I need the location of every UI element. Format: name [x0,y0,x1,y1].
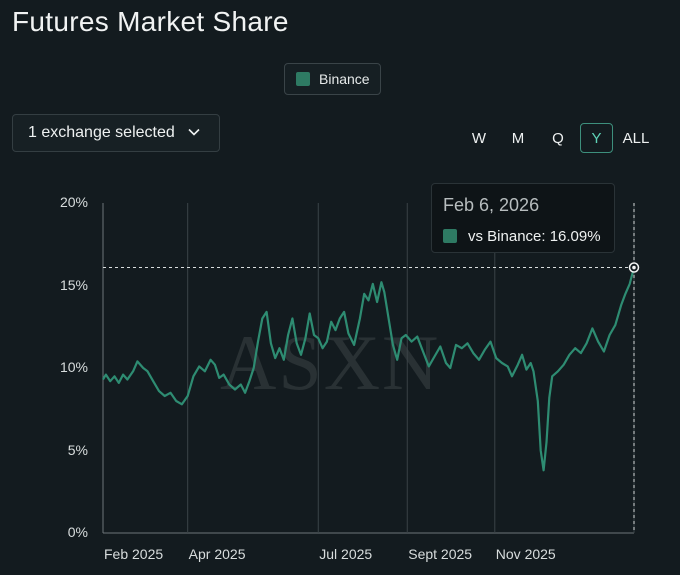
chart-tooltip: Feb 6, 2026 vs Binance: 16.09% [431,183,615,253]
y-tick-label: 0% [67,524,88,540]
tooltip-swatch [443,229,457,243]
chart-title: Futures Market Share [12,6,289,37]
series-line-binance [102,267,636,472]
range-button-q[interactable]: Q [552,129,564,147]
x-tick-label: Jul 2025 [319,546,373,562]
y-tick-label: 15% [59,276,88,293]
highlight-point-center [632,265,636,270]
x-tick-label: Apr 2025 [188,546,246,562]
exchange-selector-dropdown[interactable]: 1 exchange selected [12,114,220,152]
legend-item-binance[interactable]: Binance [284,63,381,95]
exchange-selector-label: 1 exchange selected [28,124,175,141]
legend-label: Binance [319,71,370,87]
y-tick-label: 5% [67,441,88,458]
chevron-down-icon [187,125,201,144]
x-tick-label: Sept 2025 [408,546,473,562]
range-button-m[interactable]: M [511,129,525,147]
y-tick-label: 10% [59,359,88,375]
x-tick-label: Feb 2025 [104,546,164,562]
x-tick-label: Nov 2025 [495,546,556,562]
range-button-all[interactable]: ALL [622,129,650,147]
legend-swatch [296,72,310,86]
range-button-w[interactable]: W [471,129,487,147]
range-button-y[interactable]: Y [580,123,613,153]
tooltip-date: Feb 6, 2026 [443,195,540,215]
y-tick-label: 20% [59,194,88,210]
tooltip-value: vs Binance: 16.09% [468,228,601,245]
